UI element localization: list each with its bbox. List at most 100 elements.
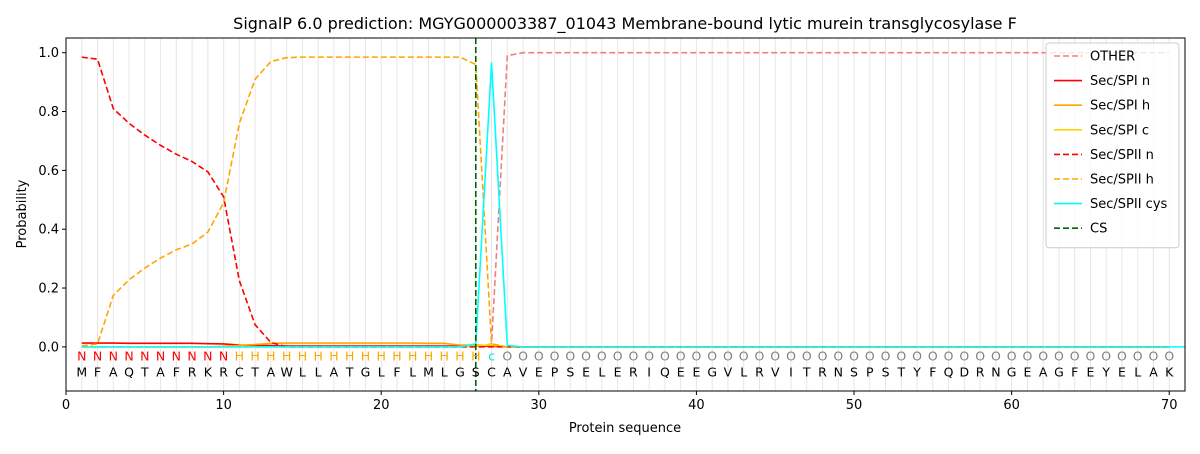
residue-label: E (692, 364, 700, 379)
region-label: O (865, 349, 875, 364)
residue-label: R (818, 364, 827, 379)
region-label: H (298, 349, 307, 364)
residue-label: G (707, 364, 717, 379)
series-line-sec-spii-h (81, 56, 1170, 348)
residue-label: Q (944, 364, 954, 379)
legend-label: Sec/SPII n (1090, 148, 1154, 163)
sequence-layer: NMNFNANQNTNANFNRNKNRHCHTHAHWHLHLHAHTHGHL… (76, 349, 1174, 380)
residue-label: Y (912, 364, 921, 379)
region-label: O (739, 349, 749, 364)
residue-label: V (724, 364, 733, 379)
region-label: O (502, 349, 512, 364)
region-label: O (565, 349, 575, 364)
region-label: N (156, 349, 165, 364)
region-label: O (660, 349, 670, 364)
region-label: O (628, 349, 638, 364)
residue-label: E (535, 364, 543, 379)
region-label: N (109, 349, 118, 364)
residue-label: F (1071, 364, 1078, 379)
region-label: O (613, 349, 623, 364)
region-label: O (1086, 349, 1096, 364)
region-label: O (723, 349, 733, 364)
plot-frame (65, 37, 1186, 392)
legend-label: OTHER (1090, 50, 1135, 65)
residue-label: K (1165, 364, 1174, 379)
residue-label: F (173, 364, 180, 379)
region-label: O (975, 349, 985, 364)
region-label: O (1133, 349, 1143, 364)
x-tick-label: 30 (531, 398, 548, 413)
residue-label: A (267, 364, 276, 379)
residue-label: L (740, 364, 747, 379)
residue-label: E (614, 364, 622, 379)
residue-label: I (789, 364, 793, 379)
residue-label: C (487, 364, 496, 379)
region-label: H (455, 349, 464, 364)
residue-label: F (94, 364, 101, 379)
residue-label: A (330, 364, 339, 379)
region-label: O (944, 349, 954, 364)
residue-label: R (188, 364, 197, 379)
region-label: O (1149, 349, 1159, 364)
residue-label: V (519, 364, 528, 379)
region-label: N (93, 349, 102, 364)
x-tick-label: 70 (1161, 398, 1178, 413)
residue-label: M (76, 364, 87, 379)
region-label: c (488, 349, 495, 364)
residue-label: S (882, 364, 890, 379)
residue-label: Q (660, 364, 670, 379)
x-ticks: 0 10 20 30 40 50 60 70 (62, 391, 1178, 413)
region-label: N (219, 349, 228, 364)
residue-label: T (250, 364, 259, 379)
x-tick-label: 60 (1003, 398, 1020, 413)
y-tick-label: 0.6 (38, 164, 59, 179)
residue-label: E (582, 364, 590, 379)
y-axis-label: Probability (15, 179, 30, 248)
region-label: O (833, 349, 843, 364)
residue-label: M (423, 364, 434, 379)
region-label: O (991, 349, 1001, 364)
region-label: O (534, 349, 544, 364)
residue-label: E (1023, 364, 1031, 379)
legend-box (1045, 42, 1180, 249)
region-label: O (597, 349, 607, 364)
region-label: O (692, 349, 702, 364)
region-label: H (250, 349, 259, 364)
chart-title: SignalP 6.0 prediction: MGYG000003387_01… (233, 14, 1017, 34)
residue-label: C (235, 364, 244, 379)
residue-label: T (345, 364, 354, 379)
region-label: H (282, 349, 291, 364)
grid-layer (81, 38, 1170, 391)
residue-label: A (503, 364, 512, 379)
x-tick-label: 10 (215, 398, 232, 413)
region-label: O (818, 349, 828, 364)
y-tick-label: 0.8 (38, 105, 59, 120)
residue-label: Q (124, 364, 134, 379)
region-label: O (1101, 349, 1111, 364)
residue-label: W (280, 364, 292, 379)
region-label: N (203, 349, 212, 364)
residue-label: G (455, 364, 465, 379)
region-label: H (329, 349, 338, 364)
residue-label: A (1149, 364, 1158, 379)
legend-label: Sec/SPII cys (1090, 197, 1168, 212)
region-label: N (140, 349, 149, 364)
residue-label: G (1054, 364, 1064, 379)
region-label: O (802, 349, 812, 364)
series-line-sec-spii-n (81, 56, 1170, 348)
region-label: O (959, 349, 969, 364)
residue-label: E (677, 364, 685, 379)
x-tick-label: 0 (62, 398, 70, 413)
region-label: H (361, 349, 370, 364)
y-tick-label: 0.4 (38, 223, 59, 238)
legend-label: Sec/SPI n (1090, 74, 1150, 89)
residue-label: G (1007, 364, 1017, 379)
region-label: O (786, 349, 796, 364)
region-label: N (77, 349, 86, 364)
legend-label: Sec/SPII h (1090, 173, 1154, 188)
region-label: O (896, 349, 906, 364)
region-label: O (928, 349, 938, 364)
region-label: O (1070, 349, 1080, 364)
series-line-other (81, 51, 1170, 348)
